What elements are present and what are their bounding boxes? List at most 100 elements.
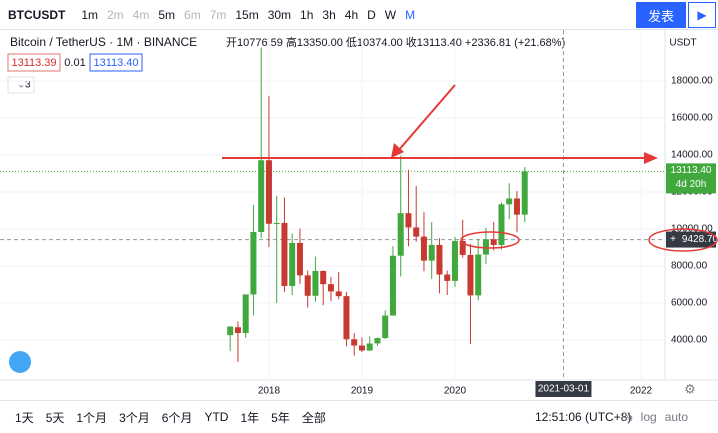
publish-button[interactable]: 发表 <box>636 2 686 28</box>
candle-body <box>234 327 241 334</box>
bottom-toolbar: 1天 5天 1个月 3个月 6个月 YTD 1年 5年 全部 12:51:06 (UTC+8)% l… <box>0 400 718 433</box>
top-toolbar: BTCUSDT 1m 2m 4m 5m 6m 7m 15m 30m 1h 3h 4h D W M <box>0 0 718 30</box>
range-button[interactable]: 6个月 <box>161 410 193 425</box>
crosshair-price-label: 9428.70 <box>682 234 718 245</box>
annotation-arrowhead <box>391 143 404 158</box>
logo <box>9 351 31 373</box>
candle-body <box>304 275 311 296</box>
resolution-button[interactable]: 4m <box>132 7 150 22</box>
resolution-button[interactable]: 4h <box>344 7 359 22</box>
range-button[interactable]: 5天 <box>45 410 65 425</box>
scale-button[interactable]: log <box>640 410 657 424</box>
candle-body <box>498 204 505 245</box>
candle-body <box>444 274 451 281</box>
resolution-button[interactable]: 2m <box>107 7 124 22</box>
candle-body <box>335 291 342 297</box>
settings-icon[interactable]: ⚙ <box>684 381 696 396</box>
resolution-button[interactable]: D <box>367 7 376 22</box>
range-button[interactable]: YTD <box>204 410 229 424</box>
last-price-box <box>666 163 716 194</box>
y-tick-label: 6000.00 <box>671 298 708 309</box>
candle-body <box>436 244 443 275</box>
chart-title: Bitcoin / TetherUS · 1M · BINANCE <box>10 35 197 49</box>
scale-button[interactable]: auto <box>664 410 689 424</box>
y-tick-label: 18000.00 <box>671 76 713 87</box>
bid-box <box>7 53 61 72</box>
candle-body <box>258 160 265 232</box>
resolution-button[interactable]: 1h <box>300 7 314 22</box>
range-button[interactable]: 1天 <box>15 410 34 425</box>
candle-body <box>227 326 234 336</box>
x-tick-label: 2019 <box>351 386 374 397</box>
scale-button[interactable]: % <box>622 410 633 424</box>
annotation-line <box>397 84 456 152</box>
candle-body <box>451 240 458 281</box>
candle-body <box>242 294 249 334</box>
candle-body <box>281 222 288 286</box>
clock: 12:51:06 (UTC+8) <box>535 410 632 424</box>
candle-body <box>265 160 272 224</box>
crosshair-plus: + <box>670 234 676 245</box>
x-tick-label: 2020 <box>444 386 467 397</box>
play-button[interactable]: ▶ <box>688 2 716 28</box>
candle-body <box>397 213 404 256</box>
resolution-button[interactable]: 3h <box>322 7 336 22</box>
resolution-button[interactable]: W <box>384 7 397 22</box>
candle-body <box>405 213 412 228</box>
resolution-button[interactable]: 15m <box>235 7 259 22</box>
candle-body <box>289 242 296 286</box>
y-tick-label: 14000.00 <box>671 150 713 161</box>
candle-body <box>459 240 466 255</box>
y-tick-label: 8000.00 <box>671 261 708 272</box>
candle-body <box>521 171 528 215</box>
resolution-button[interactable]: 7m <box>209 7 227 22</box>
annotation-ellipse <box>648 228 718 252</box>
candle-body <box>475 254 482 296</box>
crosshair-date-box <box>535 381 592 397</box>
chart: Bitcoin / TetherUS · 1M · BINANCE 开10776… <box>0 30 718 397</box>
ohlc-legend: 开10776.59 高13350.00 低10374.00 收13113.40 … <box>226 35 565 49</box>
hidden-indicators-arrow: ⌄ <box>17 80 25 91</box>
spread: 0.01 <box>64 57 85 69</box>
range-button[interactable]: 1个月 <box>76 410 108 425</box>
crosshair-price-box <box>666 231 716 248</box>
candle-body <box>273 222 280 224</box>
candle-body <box>389 255 396 316</box>
candle-body <box>366 343 373 351</box>
candle-body <box>358 345 365 351</box>
y-tick-label: 4000.00 <box>671 335 708 346</box>
resolution-button[interactable]: 6m <box>184 7 201 22</box>
scale-options: % log auto <box>622 410 696 424</box>
candle-body <box>312 270 319 296</box>
y-tick-label: 16000.00 <box>671 113 713 124</box>
range-button[interactable]: 5年 <box>271 410 290 425</box>
range-button[interactable]: 3个月 <box>119 410 150 425</box>
bid-price: 13113.39 <box>11 57 56 69</box>
range-button[interactable]: 1年 <box>240 410 260 425</box>
candle-body <box>382 315 389 339</box>
candle-body <box>413 227 420 237</box>
resolution-button[interactable]: 1m <box>81 7 98 22</box>
currency-label: USDT <box>669 38 696 49</box>
resolution-button[interactable]: M <box>405 7 416 22</box>
candle-body <box>467 254 474 296</box>
resolution-button[interactable]: 30m <box>267 7 292 22</box>
symbol[interactable]: BTCUSDT <box>8 7 66 22</box>
hidden-indicators-count: 3 <box>25 80 31 91</box>
range-button[interactable]: 全部 <box>301 410 326 425</box>
countdown-label: 4d 20h <box>676 179 707 190</box>
annotation-arrowhead <box>644 152 658 164</box>
candle-body <box>343 296 350 340</box>
candle-body <box>320 270 327 285</box>
x-tick-label: 2018 <box>258 386 281 397</box>
ask-price: 13113.40 <box>93 57 138 69</box>
candle-body <box>250 231 257 295</box>
candle-body <box>490 239 497 245</box>
candle-body <box>428 244 435 261</box>
candle-body <box>374 338 381 344</box>
resolution-button[interactable]: 5m <box>158 7 176 22</box>
candle-body <box>327 284 334 292</box>
candle-body <box>506 198 513 205</box>
last-price-label: 13113.40 <box>671 165 712 176</box>
